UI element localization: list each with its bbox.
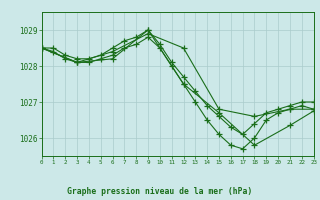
Text: Graphe pression niveau de la mer (hPa): Graphe pression niveau de la mer (hPa) [68,187,252,196]
